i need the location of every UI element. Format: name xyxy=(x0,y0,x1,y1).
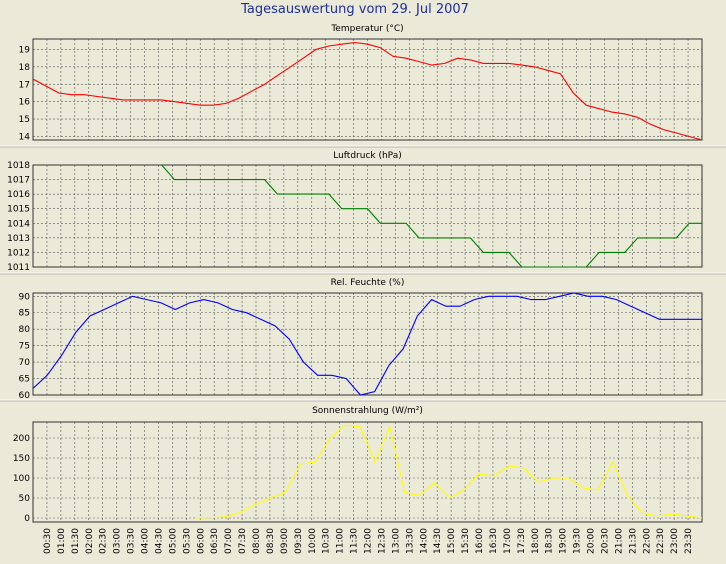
panel-title: Temperatur (°C) xyxy=(330,24,403,34)
x-tick-label: 19:30 xyxy=(573,528,583,554)
x-tick-label: 07:30 xyxy=(238,528,248,554)
x-tick-label: 06:30 xyxy=(210,528,220,554)
y-tick-label: 1012 xyxy=(7,248,30,258)
y-tick-label: 19 xyxy=(19,45,31,55)
x-tick-label: 13:00 xyxy=(391,528,401,554)
x-tick-label: 10:00 xyxy=(308,528,318,554)
x-tick-label: 09:30 xyxy=(294,528,304,554)
x-tick-label: 15:30 xyxy=(461,528,471,554)
panel-title: Luftdruck (hPa) xyxy=(333,151,402,161)
y-tick-label: 16 xyxy=(19,98,31,108)
x-tick-label: 22:00 xyxy=(642,528,652,554)
x-tick-label: 03:00 xyxy=(113,528,123,554)
x-tick-label: 11:30 xyxy=(350,528,360,554)
y-tick-label: 150 xyxy=(13,454,30,464)
x-tick-label: 23:30 xyxy=(684,528,694,554)
y-tick-label: 0 xyxy=(24,514,30,524)
x-tick-label: 18:00 xyxy=(531,528,541,554)
plot-frame xyxy=(32,38,703,141)
x-tick-label: 03:30 xyxy=(127,528,137,554)
x-tick-label: 19:00 xyxy=(559,528,569,554)
panel-2: Rel. Feuchte (%) 60 65 70 75 80 85 90 xyxy=(0,278,726,402)
y-tick-label: 1014 xyxy=(7,219,30,229)
x-tick-label: 02:30 xyxy=(99,528,109,554)
y-tick-label: 1013 xyxy=(7,234,30,244)
y-tick-label: 50 xyxy=(19,494,31,504)
y-tick-label: 80 xyxy=(19,325,31,335)
x-tick-label: 15:00 xyxy=(447,528,457,554)
plot-frame xyxy=(32,421,703,523)
panel-3: Sonnenstrahlung (W/m²) 0 50 100 150 200 xyxy=(13,406,703,524)
y-tick-label: 1016 xyxy=(7,190,30,200)
panel-0: Temperatur (°C) 14 15 16 17 18 19 xyxy=(0,24,726,148)
y-tick-label: 15 xyxy=(19,115,30,125)
x-tick-label: 05:00 xyxy=(168,528,178,554)
y-tick-label: 17 xyxy=(19,80,30,90)
x-tick-label: 01:30 xyxy=(71,528,81,554)
x-tick-label: 07:00 xyxy=(224,528,234,554)
y-tick-label: 18 xyxy=(19,63,31,73)
x-tick-label: 10:30 xyxy=(322,528,332,554)
x-tick-label: 13:30 xyxy=(405,528,415,554)
y-tick-label: 1011 xyxy=(7,263,30,273)
x-tick-label: 20:00 xyxy=(587,528,597,554)
x-tick-label: 09:00 xyxy=(280,528,290,554)
y-tick-label: 1017 xyxy=(7,176,30,186)
x-tick-label: 20:30 xyxy=(600,528,610,554)
x-tick-label: 08:00 xyxy=(252,528,262,554)
x-tick-label: 08:30 xyxy=(266,528,276,554)
series-line-0 xyxy=(196,424,703,519)
x-tick-label: 00:30 xyxy=(43,528,53,554)
x-axis-labels: 00:30 01:00 01:30 02:00 02:30 03:00 03:30 04:00… xyxy=(43,528,694,554)
series-line-0 xyxy=(32,292,702,396)
chart-panels: Temperatur (°C) 14 15 16 17 18 19 Luftdruck (hP… xyxy=(0,24,726,524)
panel-1: Luftdruck (hPa) 1011 1012 1013 1014 1015 1016 1… xyxy=(0,151,726,275)
y-tick-label: 90 xyxy=(19,292,31,302)
y-tick-label: 65 xyxy=(19,375,30,385)
y-tick-label: 14 xyxy=(19,133,31,143)
x-tick-label: 21:30 xyxy=(628,528,638,554)
y-tick-label: 70 xyxy=(19,358,31,368)
x-tick-label: 23:00 xyxy=(670,528,680,554)
y-tick-label: 1015 xyxy=(7,205,30,215)
x-tick-label: 12:00 xyxy=(364,528,374,554)
y-tick-label: 75 xyxy=(19,342,30,352)
plot-frame xyxy=(32,292,703,396)
x-tick-label: 11:00 xyxy=(336,528,346,554)
chart-title: Tagesauswertung vom 29. Jul 2007 xyxy=(240,2,469,17)
x-tick-label: 18:30 xyxy=(545,528,555,554)
x-tick-label: 04:30 xyxy=(154,528,164,554)
x-tick-label: 01:00 xyxy=(57,528,67,554)
x-tick-label: 02:00 xyxy=(85,528,95,554)
y-tick-label: 60 xyxy=(19,391,31,401)
x-tick-label: 21:00 xyxy=(614,528,624,554)
panel-title: Sonnenstrahlung (W/m²) xyxy=(312,406,423,416)
series-line-0 xyxy=(32,41,703,141)
x-tick-label: 17:00 xyxy=(503,528,513,554)
x-tick-label: 06:00 xyxy=(196,528,206,554)
x-tick-label: 12:30 xyxy=(377,528,387,554)
y-tick-label: 1018 xyxy=(7,161,30,171)
plot-frame xyxy=(32,164,703,268)
x-tick-label: 17:30 xyxy=(517,528,527,554)
x-tick-label: 16:30 xyxy=(489,528,499,554)
y-tick-label: 85 xyxy=(19,309,30,319)
x-tick-label: 16:00 xyxy=(475,528,485,554)
panel-title: Rel. Feuchte (%) xyxy=(331,278,405,288)
series-line-0 xyxy=(161,164,702,268)
x-tick-label: 04:00 xyxy=(141,528,151,554)
x-tick-label: 14:30 xyxy=(433,528,443,554)
y-tick-label: 100 xyxy=(13,474,30,484)
x-tick-label: 14:00 xyxy=(419,528,429,554)
x-tick-label: 22:30 xyxy=(656,528,666,554)
y-tick-label: 200 xyxy=(13,434,30,444)
x-tick-label: 05:30 xyxy=(182,528,192,554)
